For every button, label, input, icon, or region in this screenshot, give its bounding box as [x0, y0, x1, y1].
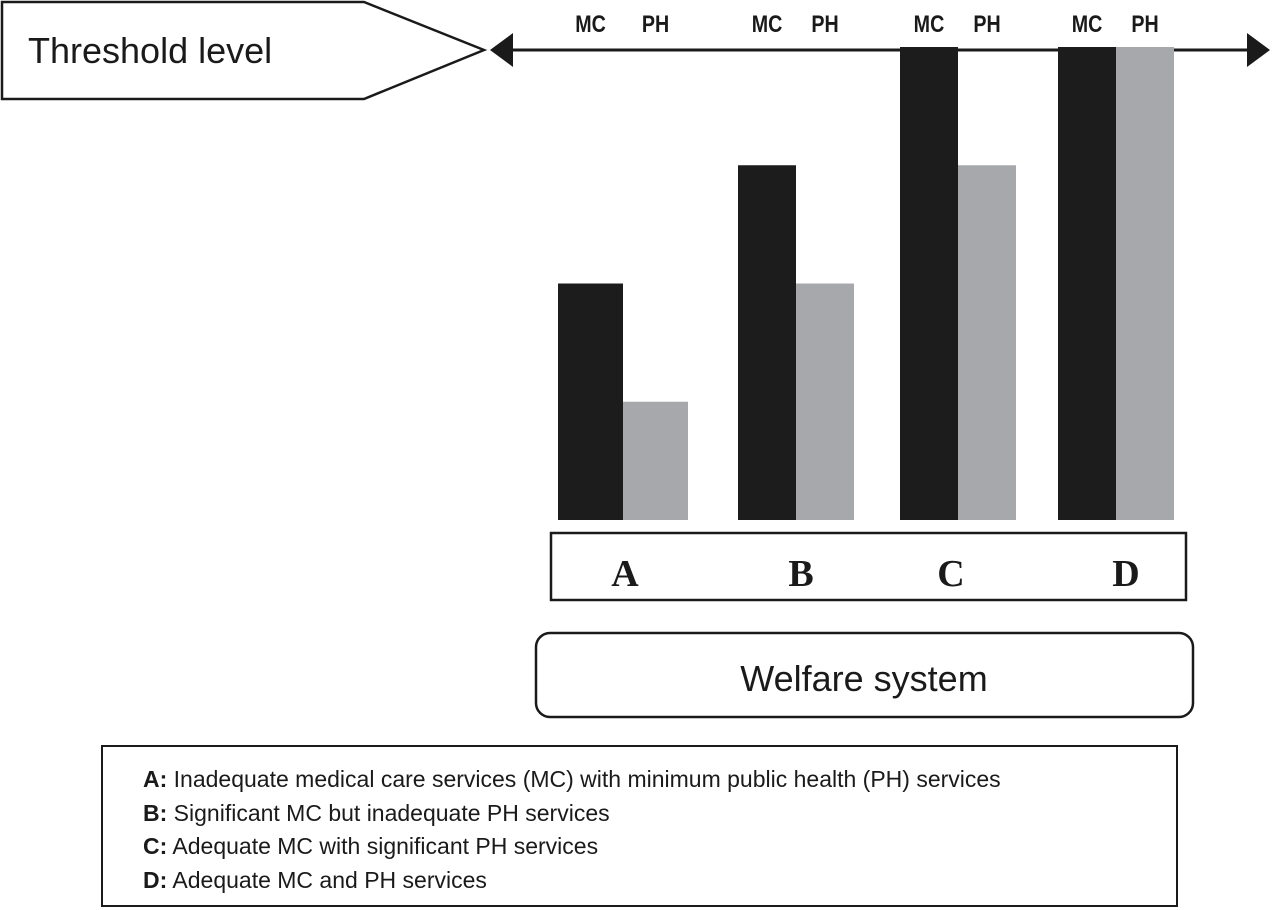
series-label-mc-c: MC	[914, 10, 945, 37]
category-label-c: C	[937, 553, 964, 595]
legend-text: Inadequate medical care services (MC) wi…	[167, 766, 1001, 792]
series-label-ph-a: PH	[642, 10, 669, 37]
x-axis-title: Welfare system	[740, 658, 987, 699]
legend-text: Adequate MC and PH services	[167, 866, 487, 893]
legend-item-a: A: Inadequate medical care services (MC)…	[143, 763, 1001, 797]
bar-mc-b	[738, 165, 796, 520]
legend-text: Significant MC but inadequate PH service…	[167, 799, 610, 826]
bar-group	[558, 47, 1174, 520]
bar-mc-d	[1058, 47, 1116, 520]
bar-ph-b	[796, 283, 854, 520]
threshold-arrow-left-icon	[490, 33, 513, 67]
legend-key: D:	[143, 866, 168, 893]
category-label-a: A	[611, 553, 639, 595]
category-label-d: D	[1112, 553, 1139, 595]
series-label-mc-d: MC	[1072, 10, 1103, 37]
bar-ph-c	[958, 165, 1016, 520]
bar-mc-c	[900, 47, 958, 520]
category-axis-box	[549, 531, 1188, 602]
series-label-ph-b: PH	[811, 10, 838, 37]
legend-key: C:	[143, 833, 168, 859]
legend-key: B:	[143, 799, 168, 826]
series-label-mc-b: MC	[752, 10, 783, 37]
category-label-b: B	[788, 553, 813, 595]
legend-text: Adequate MC with significant PH services	[167, 833, 599, 859]
legend-list: A: Inadequate medical care services (MC)…	[143, 763, 1001, 897]
x-axis-title-box	[534, 631, 1195, 719]
bar-mc-a	[558, 283, 623, 520]
threshold-label: Threshold level	[28, 30, 272, 71]
threshold-arrow-right-icon	[1247, 33, 1270, 67]
bar-ph-a	[623, 401, 688, 520]
bar-ph-d	[1116, 47, 1174, 520]
series-label-ph-d: PH	[1131, 10, 1158, 37]
legend-item-d: D: Adequate MC and PH services	[143, 864, 1001, 898]
series-label-mc-a: MC	[575, 10, 606, 37]
series-label-ph-c: PH	[973, 10, 1000, 37]
category-label-group: A B C D	[611, 553, 1139, 595]
threshold-label-box	[0, 0, 488, 101]
legend-item-b: B: Significant MC but inadequate PH serv…	[143, 797, 1001, 831]
legend-key: A:	[143, 766, 168, 792]
legend-box: A: Inadequate medical care services (MC)…	[101, 745, 1178, 907]
legend-item-c: C: Adequate MC with significant PH servi…	[143, 830, 1001, 864]
series-label-group: MC PH MC PH MC PH MC PH	[575, 10, 1158, 37]
